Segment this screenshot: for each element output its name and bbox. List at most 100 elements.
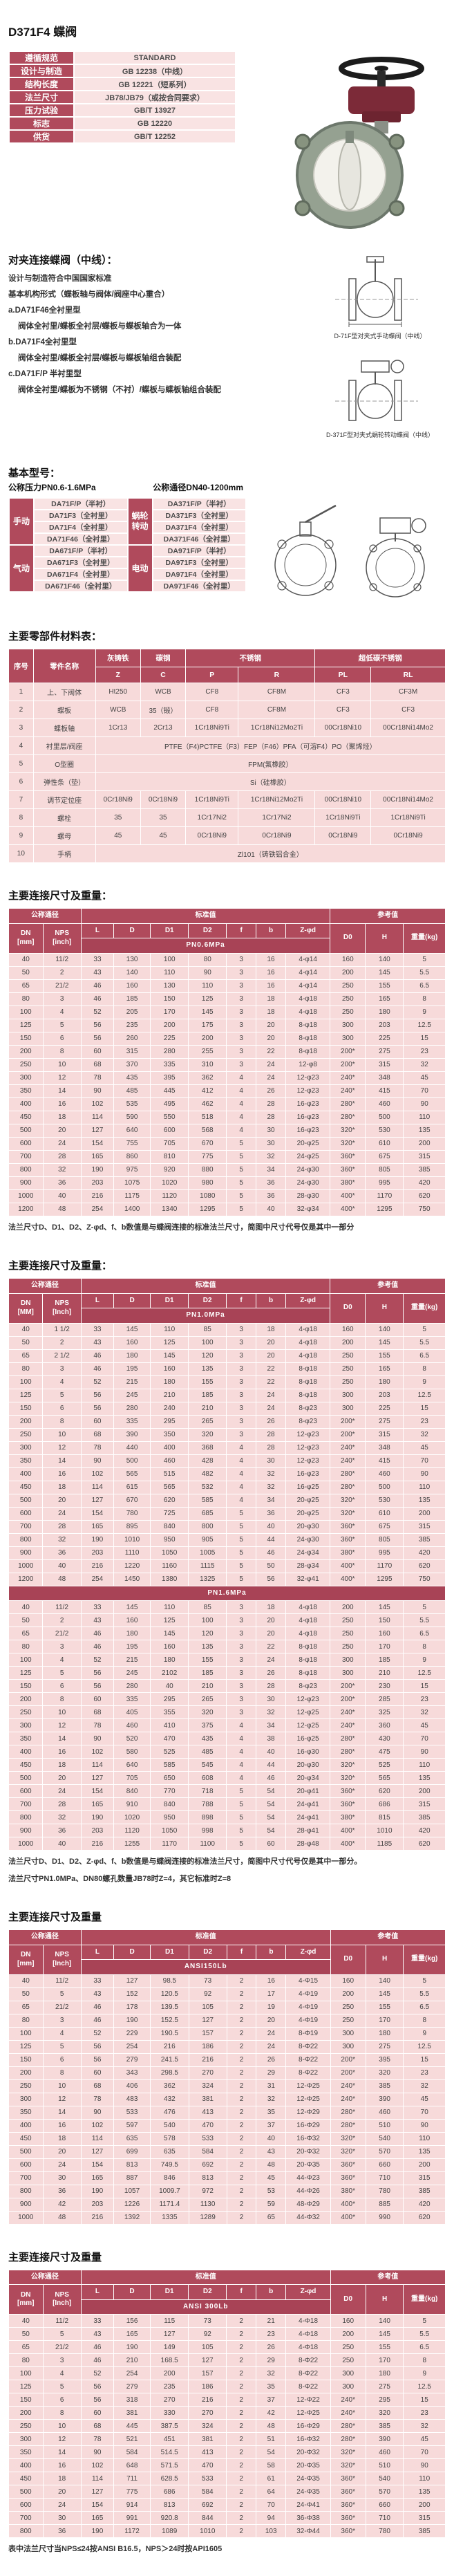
dim-cell: 20-φ30 bbox=[286, 1759, 330, 1771]
dim-cell: 40 bbox=[9, 2315, 43, 2327]
dim-cell: 300 bbox=[9, 1071, 43, 1084]
dim-cell: 110 bbox=[189, 979, 227, 992]
dim-cell: 135 bbox=[189, 1640, 227, 1653]
dim-cell: 5 bbox=[43, 1019, 81, 1032]
dim-cell: 8-Φ22 bbox=[286, 2053, 330, 2066]
dim-cell: 280 bbox=[151, 1045, 189, 1058]
dim-cell: 160 bbox=[330, 1323, 366, 1336]
dimension-table-title: 主要连接尺寸及重量： bbox=[8, 890, 113, 902]
material-part-name: 调节定位座 bbox=[33, 791, 95, 808]
material-value: 1Cr17Ni2 bbox=[238, 809, 315, 826]
dim-cell: 145 bbox=[114, 1601, 151, 1613]
dim-cell: 105 bbox=[189, 2341, 227, 2353]
dim-cell: 580 bbox=[114, 1745, 151, 1758]
dim-cell: 105 bbox=[189, 2001, 227, 2014]
material-row-no: 5 bbox=[9, 755, 33, 772]
dim-cell: 675 bbox=[366, 1150, 404, 1163]
dim-cell: 65 bbox=[9, 1627, 43, 1640]
dim-cell: 12-φ23 bbox=[286, 1693, 330, 1705]
dim-cell: 11/2 bbox=[43, 2315, 81, 2327]
dim-cell: 12 bbox=[43, 2093, 81, 2106]
dim-cell: 28 bbox=[256, 1097, 286, 1111]
material-value: 35 bbox=[140, 809, 186, 826]
dim-cell: 14 bbox=[43, 1084, 81, 1097]
dim-cell: 295 bbox=[151, 1693, 189, 1705]
dim-cell: 2 bbox=[227, 2420, 256, 2432]
dimension-table: 公称通径 标准值 参考值 DN [MM] NPS [Inch] L D D1 D2 f b Z-φd D0 H… bbox=[8, 1278, 446, 1851]
dim-cell: 700 bbox=[9, 2512, 43, 2524]
dimension-row: 500 20 127 670 620 585 4 34 20-φ25 320* 530 135 bbox=[9, 1494, 445, 1507]
dim-cell: 12-Φ25 bbox=[286, 2407, 330, 2419]
dimension-row: 80 3 46 185 150 125 3 18 4-φ18 250 165 8 bbox=[9, 992, 445, 1006]
dim-cell: 692 bbox=[189, 2499, 227, 2511]
dim-cell: 5 bbox=[227, 1798, 256, 1810]
dim-cell: 160 bbox=[114, 1614, 151, 1627]
dim-cell: 20-φ34 bbox=[286, 1772, 330, 1784]
dim-cell: 350 bbox=[9, 1454, 43, 1467]
material-value: 00Cr18Ni14Mo2 bbox=[371, 791, 445, 808]
dim-cell: 451 bbox=[151, 2433, 189, 2445]
col-header: L bbox=[81, 1945, 113, 1959]
dim-cell: 36 bbox=[43, 2185, 81, 2198]
material-value: 0Cr18Ni9 bbox=[371, 827, 445, 844]
col-header: D2 bbox=[189, 1293, 227, 1308]
dim-cell: 24-Φ35 bbox=[286, 2485, 330, 2498]
dim-cell: 32 bbox=[404, 1428, 445, 1441]
dim-cell: 860 bbox=[114, 1150, 151, 1163]
dim-cell: 45 bbox=[256, 2171, 286, 2185]
dim-cell: 980 bbox=[189, 1176, 227, 1189]
dim-cell: 48 bbox=[43, 2211, 81, 2224]
dim-cell: 500 bbox=[9, 1494, 43, 1507]
dn-label: DN bbox=[21, 1951, 31, 1958]
dim-cell: 33 bbox=[81, 1601, 113, 1613]
dim-cell: 998 bbox=[189, 1824, 227, 1837]
dim-cell: 350 bbox=[9, 1084, 43, 1097]
dim-cell: 32 bbox=[256, 2093, 286, 2106]
dim-cell: 5 bbox=[227, 1533, 256, 1546]
dim-cell: 4-φ14 bbox=[286, 953, 330, 966]
dim-cell: 700 bbox=[9, 1798, 43, 1810]
dim-cell: 18 bbox=[43, 2472, 81, 2485]
dim-cell: 5.5 bbox=[404, 2328, 445, 2340]
dim-cell: 73 bbox=[189, 2315, 227, 2327]
dim-cell: 3 bbox=[227, 979, 256, 992]
dim-cell: 90 bbox=[404, 1097, 445, 1111]
dim-cell: 3 bbox=[227, 1614, 256, 1627]
pressure-class-band: PN0.6MPa bbox=[81, 938, 330, 953]
dim-cell: 525 bbox=[366, 1759, 404, 1771]
dimension-row: 100 4 52 215 180 155 3 22 8-φ18 250 180 9 bbox=[9, 1375, 445, 1389]
dim-cell: 12 bbox=[43, 1071, 81, 1084]
dim-cell: 521 bbox=[114, 2433, 151, 2445]
dim-cell: 24-φ34 bbox=[286, 1546, 330, 1559]
dim-cell: 68 bbox=[81, 2420, 113, 2432]
dim-cell: 530 bbox=[366, 1124, 404, 1137]
dimension-row: 300 12 78 460 410 375 4 34 12-φ25 240* 360 45 bbox=[9, 1719, 445, 1732]
dim-cell: 2 bbox=[227, 2341, 256, 2353]
dim-cell: 32 bbox=[404, 2420, 445, 2432]
dim-cell: 3 bbox=[227, 1693, 256, 1705]
dim-cell: 203 bbox=[81, 1824, 113, 1837]
dim-cell: 350 bbox=[9, 1732, 43, 1745]
dn-unit: [MM] bbox=[17, 1308, 34, 1316]
dim-cell: 6.5 bbox=[404, 1627, 445, 1640]
dim-cell: 300 bbox=[330, 1667, 366, 1679]
dim-cell: 210 bbox=[151, 1389, 189, 1402]
dim-cell: 65 bbox=[256, 2211, 286, 2224]
dim-cell: 180 bbox=[114, 1349, 151, 1362]
dim-cell: 94 bbox=[256, 2512, 286, 2524]
dim-cell: 4 bbox=[227, 1454, 256, 1467]
dim-cell: 1000 bbox=[9, 2211, 43, 2224]
dim-cell: 710 bbox=[366, 2512, 404, 2524]
dim-cell: 250 bbox=[330, 1006, 366, 1019]
dim-cell: 6.5 bbox=[404, 979, 445, 992]
dim-cell: 85 bbox=[189, 1323, 227, 1336]
dim-cell: 40 bbox=[9, 1323, 43, 1336]
model-cell: DA971F46（全衬里） bbox=[153, 581, 245, 591]
dim-cell: 235 bbox=[151, 2380, 189, 2393]
dim-cell: 381 bbox=[189, 2093, 227, 2106]
dim-cell: 2 bbox=[43, 966, 81, 979]
material-value: 35 bbox=[95, 809, 140, 826]
dim-cell: 16-φ23 bbox=[286, 1111, 330, 1124]
dim-cell: 185 bbox=[114, 992, 151, 1006]
